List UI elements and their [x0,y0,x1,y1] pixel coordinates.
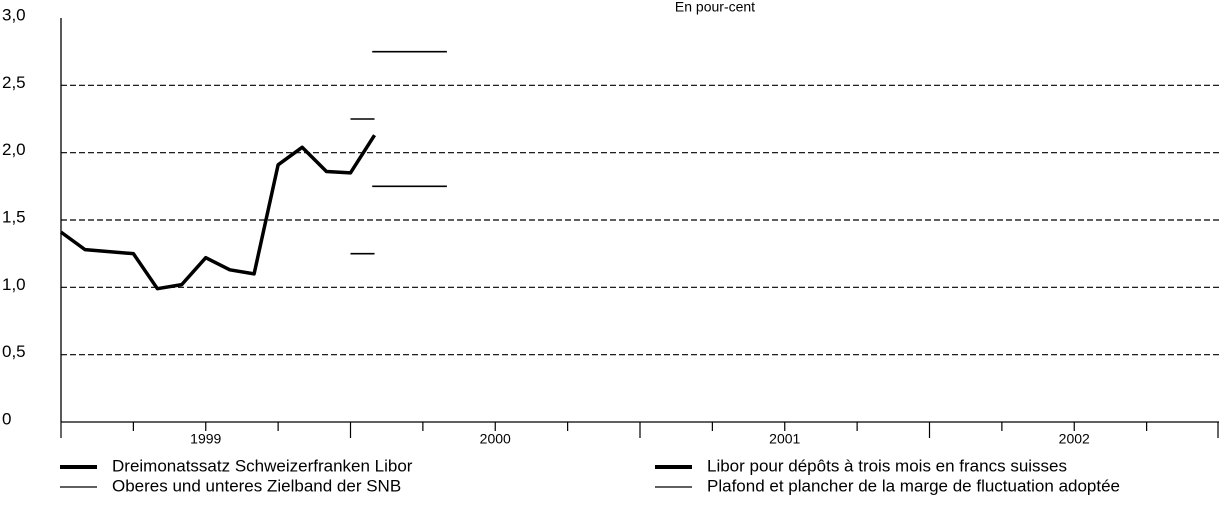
x-tick-label: 2000 [480,431,511,447]
y-tick-label: 0 [2,409,11,428]
x-tick-label: 2002 [1059,431,1090,447]
legend-label: Plafond et plancher de la marge de fluct… [707,476,1120,495]
x-tick-label: 2001 [769,431,800,447]
x-tick-label: 1999 [190,431,221,447]
y-tick-label: 1,5 [2,207,26,226]
legend-label: Libor pour dépôts à trois mois en francs… [707,456,1067,475]
y-tick-label: 2,0 [2,140,26,159]
data-line [59,134,377,291]
legend-label: Oberes und unteres Zielband der SNB [112,476,401,495]
chart-subtitle: En pour-cent [675,0,755,15]
y-tick-label: 0,5 [2,342,26,361]
y-tick-label: 2,5 [2,73,26,92]
y-tick-label: 3,0 [2,5,26,24]
legend-label: Dreimonatssatz Schweizerfranken Libor [112,456,413,475]
y-tick-label: 1,0 [2,275,26,294]
